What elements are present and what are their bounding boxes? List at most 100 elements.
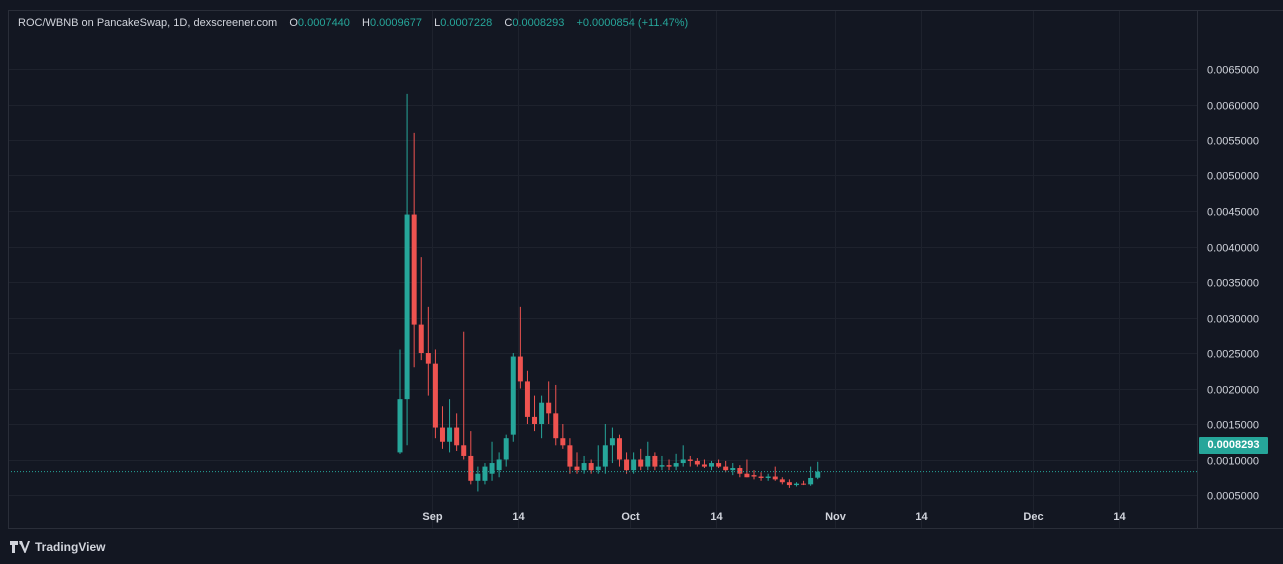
candle[interactable] — [524, 370, 530, 424]
candle[interactable] — [418, 257, 424, 361]
candle-body — [666, 465, 672, 467]
candle-body — [723, 466, 729, 471]
candle-body — [652, 455, 658, 467]
candle[interactable] — [701, 459, 707, 469]
x-tick-label: 14 — [512, 511, 525, 523]
candle-body — [517, 356, 523, 382]
candle[interactable] — [758, 472, 764, 481]
candle[interactable] — [659, 455, 665, 471]
candle[interactable] — [574, 452, 580, 474]
candle[interactable] — [411, 132, 417, 368]
candle-body — [680, 459, 686, 464]
candle-body — [645, 455, 651, 467]
candle[interactable] — [694, 458, 700, 467]
candle[interactable] — [489, 441, 495, 481]
candle[interactable] — [793, 482, 799, 487]
x-tick-label: Sep — [422, 511, 442, 523]
candle[interactable] — [454, 413, 460, 451]
candle[interactable] — [553, 384, 559, 446]
candle[interactable] — [779, 477, 785, 485]
candle[interactable] — [432, 349, 438, 439]
candle[interactable] — [624, 452, 630, 474]
candle-body — [425, 353, 431, 364]
candle[interactable] — [404, 93, 410, 446]
candle[interactable] — [496, 452, 502, 478]
candle[interactable] — [510, 353, 516, 442]
candle-body — [744, 473, 750, 478]
candle[interactable] — [581, 455, 587, 474]
x-axis: Sep 14 Oct 14 Nov 14 Dec 14 — [422, 511, 1126, 523]
candle[interactable] — [616, 434, 622, 467]
candle[interactable] — [730, 463, 736, 476]
candle[interactable] — [482, 463, 488, 485]
candle[interactable] — [602, 424, 608, 474]
candle-body — [602, 445, 608, 467]
x-tick-label: 14 — [915, 511, 928, 523]
y-tick-label: 0.0040000 — [1207, 243, 1259, 255]
candle[interactable] — [609, 427, 615, 464]
candle[interactable] — [687, 455, 693, 467]
candle-body — [694, 460, 700, 465]
candle[interactable] — [652, 452, 658, 471]
candle[interactable] — [631, 452, 637, 474]
candle[interactable] — [588, 459, 594, 474]
candle[interactable] — [666, 459, 672, 471]
candle[interactable] — [503, 434, 509, 467]
candle-body — [581, 463, 587, 471]
candle[interactable] — [751, 470, 757, 480]
symbol-title: ROC/WBNB on PancakeSwap, 1D, dexscreener… — [18, 17, 278, 29]
candle[interactable] — [765, 473, 771, 481]
candle[interactable] — [737, 465, 743, 478]
candle-body — [574, 466, 580, 471]
y-tick-label: 0.0045000 — [1207, 207, 1259, 219]
candle[interactable] — [468, 431, 474, 485]
last-price-tag: 0.0008293 — [1199, 437, 1268, 454]
candle[interactable] — [786, 479, 792, 488]
candle[interactable] — [475, 466, 481, 492]
candle-body — [439, 427, 445, 442]
y-tick-label: 0.0025000 — [1207, 349, 1259, 361]
candle[interactable] — [567, 438, 573, 474]
candle[interactable] — [772, 466, 778, 481]
candle-body — [659, 465, 665, 467]
candle[interactable] — [680, 445, 686, 467]
candle-body — [631, 459, 637, 471]
y-tick-label: 0.0020000 — [1207, 385, 1259, 397]
candle[interactable] — [461, 331, 467, 460]
candle-body — [638, 459, 644, 467]
candle[interactable] — [673, 453, 679, 471]
candle[interactable] — [447, 399, 453, 453]
tradingview-attribution[interactable]: TradingView — [10, 539, 105, 555]
candle-body — [815, 471, 821, 478]
candle[interactable] — [560, 424, 566, 449]
candle[interactable] — [546, 381, 552, 424]
candle-body — [503, 438, 509, 460]
candle[interactable] — [397, 349, 403, 454]
candle[interactable] — [439, 406, 445, 449]
candle[interactable] — [801, 480, 807, 486]
candle-body — [411, 214, 417, 325]
candle[interactable] — [425, 306, 431, 396]
candle[interactable] — [645, 441, 651, 471]
candle[interactable] — [539, 395, 545, 439]
candle[interactable] — [808, 466, 814, 486]
candle[interactable] — [595, 445, 601, 474]
y-tick-label: 0.0060000 — [1207, 101, 1259, 113]
candle-body — [489, 463, 495, 474]
candle[interactable] — [532, 395, 538, 432]
candle[interactable] — [709, 460, 715, 471]
candle[interactable] — [638, 448, 644, 471]
candle-body — [397, 399, 403, 453]
candle[interactable] — [744, 459, 750, 478]
candle[interactable] — [517, 306, 523, 389]
candle[interactable] — [723, 460, 729, 473]
candle-body — [765, 476, 771, 478]
candle[interactable] — [716, 459, 722, 469]
candle-body — [595, 466, 601, 471]
candle-body — [482, 466, 488, 481]
y-axis: 0.0065000 0.0060000 0.0055000 0.0050000 0.00… — [1207, 65, 1259, 503]
candle[interactable] — [815, 461, 821, 480]
y-tick-label: 0.0030000 — [1207, 314, 1259, 326]
candle-body — [772, 476, 778, 480]
